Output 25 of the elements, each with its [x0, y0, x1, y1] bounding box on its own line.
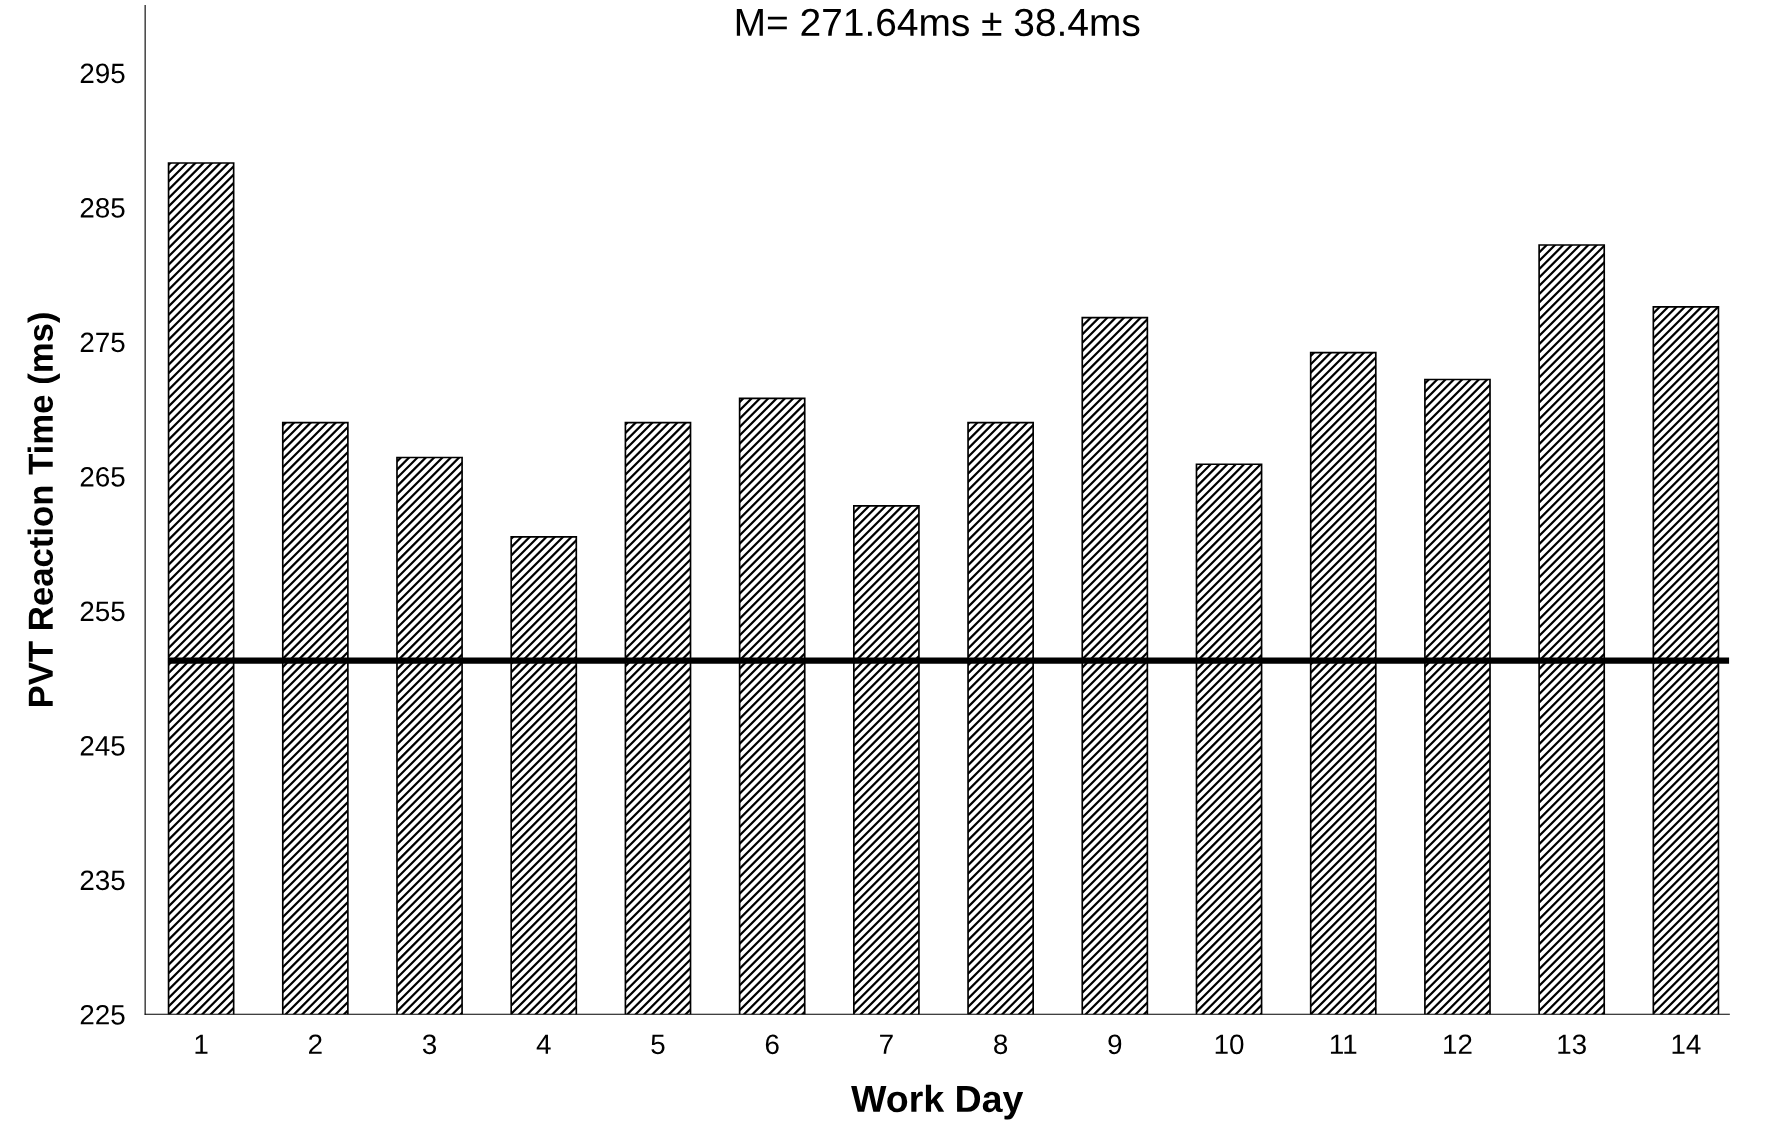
- y-tick-label: 275: [80, 332, 125, 353]
- x-axis-title: Work Day: [851, 1084, 1024, 1120]
- x-tick-label: 12: [1444, 1034, 1472, 1054]
- x-tick-label: 4: [536, 1034, 551, 1054]
- x-tick-label: 2: [308, 1034, 322, 1054]
- y-tick-label: 295: [80, 63, 125, 84]
- x-tick-label: 6: [765, 1034, 779, 1055]
- y-tick-label: 225: [80, 1004, 125, 1025]
- y-axis-title: PVT Reaction Time (ms): [27, 313, 60, 707]
- x-tick-label: 11: [1330, 1034, 1357, 1054]
- y-tick-label: 245: [80, 735, 125, 756]
- x-tick-label: 9: [1108, 1034, 1122, 1055]
- x-tick-label: 10: [1215, 1034, 1244, 1055]
- chart-title: M= 271.64ms ± 38.4ms: [736, 8, 1140, 37]
- y-tick-label: 255: [80, 601, 125, 622]
- x-tick-label: 14: [1672, 1034, 1701, 1054]
- y-tick-label: 285: [80, 198, 125, 218]
- y-tick-label: 235: [80, 870, 125, 891]
- x-tick-label: 7: [880, 1034, 893, 1054]
- x-tick-label: 3: [422, 1034, 437, 1055]
- x-tick-label: 5: [651, 1034, 665, 1055]
- y-tick-label: 265: [80, 467, 125, 487]
- x-tick-label: 8: [994, 1034, 1008, 1055]
- x-tick-label: 1: [195, 1034, 208, 1054]
- x-tick-label: 13: [1558, 1034, 1586, 1055]
